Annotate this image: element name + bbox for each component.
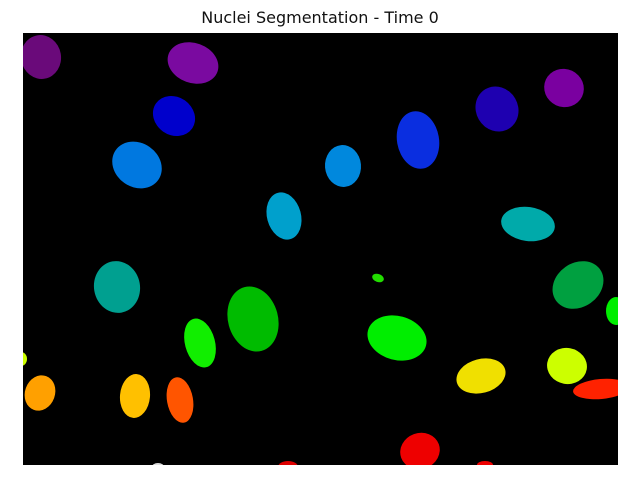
nucleus-mask	[167, 42, 219, 84]
nucleus-mask	[367, 315, 427, 361]
nucleus-mask	[112, 141, 162, 189]
nucleus-mask	[573, 378, 618, 400]
nucleus-mask	[152, 463, 164, 465]
nucleus-mask	[456, 358, 506, 394]
nucleus-mask	[184, 318, 216, 368]
nucleus-mask	[552, 261, 604, 309]
nucleus-mask	[24, 375, 56, 411]
nucleus-mask	[400, 432, 440, 465]
nucleus-mask	[278, 461, 298, 465]
nucleus-mask-partial	[477, 461, 493, 465]
mask-background	[23, 33, 618, 465]
nucleus-mask	[93, 261, 141, 313]
nucleus-mask	[501, 206, 555, 242]
nucleus-mask	[23, 35, 62, 79]
nucleus-mask	[547, 347, 587, 385]
nucleus-mask	[152, 95, 196, 137]
nucleus-mask-partial	[23, 352, 27, 366]
nucleus-mask	[266, 192, 302, 240]
nuclei-layer	[23, 35, 618, 465]
nucleus-mask	[166, 377, 194, 423]
figure-title: Nuclei Segmentation - Time 0	[201, 8, 439, 27]
segmentation-image	[23, 33, 618, 465]
nucleus-mask	[544, 68, 584, 108]
segmentation-canvas	[23, 33, 618, 465]
nucleus-mask	[396, 111, 440, 169]
nucleus-mask	[324, 145, 362, 187]
nucleus-mask	[227, 286, 279, 352]
nucleus-mask	[119, 374, 151, 418]
nucleus-mask	[475, 86, 519, 132]
nucleus-mask	[372, 273, 384, 283]
nucleus-mask-partial	[606, 297, 618, 325]
